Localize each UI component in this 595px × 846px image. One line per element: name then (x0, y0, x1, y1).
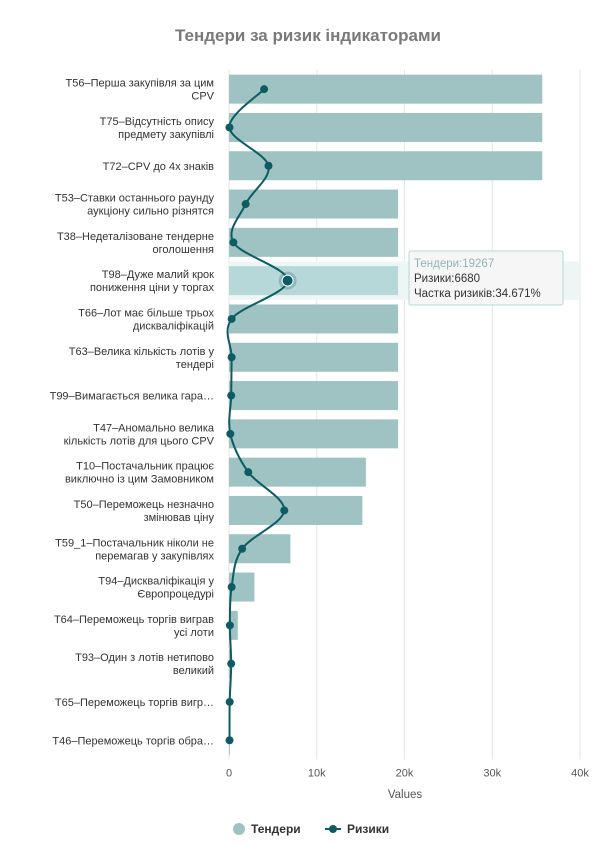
tooltip-risks: Ризики:6680 (414, 273, 480, 285)
bar-tenders[interactable] (229, 189, 399, 219)
legend-label-tenders: Тендери (251, 822, 301, 836)
risk-point (281, 274, 294, 287)
legend-marker-tenders (233, 823, 245, 835)
risk-point (227, 353, 236, 362)
risk-point (238, 544, 247, 553)
category-label: дискваліфікацій (133, 320, 214, 332)
bar-tenders[interactable] (229, 342, 399, 372)
category-label: T65–Переможець торгів вигр… (55, 697, 214, 709)
category-label: T72–CPV до 4х знаків (103, 161, 215, 173)
x-axis-title: Values (388, 789, 423, 801)
bar-tenders[interactable] (229, 266, 399, 296)
bar-series-tenders[interactable] (229, 74, 543, 755)
category-label: великий (173, 665, 214, 677)
category-label: аукціону сильно різнятся (87, 206, 214, 218)
risk-point (225, 736, 234, 745)
risk-point (241, 200, 250, 209)
x-tick-label: 0 (226, 767, 232, 779)
category-label: кількість лотів для цього CPV (64, 435, 215, 447)
risk-point (227, 391, 236, 400)
x-axis-ticks: 0 10k 20k 30k 40k (226, 767, 589, 779)
category-label: T56–Перша закупівля за цим (66, 78, 214, 90)
category-label: перемагав у закупівлях (95, 550, 214, 562)
category-label: T75–Відсутність опису (100, 116, 215, 128)
bar-tenders[interactable] (229, 227, 399, 257)
legend-marker-risks (329, 825, 337, 833)
line-series-risks[interactable] (225, 85, 297, 745)
category-label: T64–Переможець торгів виграв (54, 614, 214, 626)
chart-title: Тендери за ризик індикаторами (175, 26, 441, 45)
category-label: T47–Аномально велика (93, 422, 215, 434)
legend-item-tenders[interactable]: Тендери (233, 822, 301, 836)
risk-point (225, 123, 234, 132)
tooltip-box (408, 250, 564, 306)
category-label: T66–Лот має більше трьох (78, 307, 214, 319)
category-label: усі лоти (174, 627, 214, 639)
x-tick-label: 40k (571, 767, 589, 779)
category-label: виключно із цим Замовником (65, 474, 214, 486)
category-label: T94–Дискваліфікація у (98, 576, 214, 588)
bar-tenders[interactable] (229, 495, 363, 525)
category-label: T63–Велика кількість лотів у (69, 346, 215, 358)
category-label: тендері (176, 359, 214, 371)
risk-point (227, 659, 236, 668)
x-tick-label: 10k (308, 767, 326, 779)
category-label: оголошення (153, 244, 215, 256)
category-label: T38–Недеталізоване тендерне (57, 231, 214, 243)
risk-point (229, 238, 238, 247)
tooltip-tenders: Тендери:19267 (414, 258, 494, 270)
risk-line-path (226, 88, 289, 741)
category-label: T93–Один з лотів нетипово (75, 652, 214, 664)
legend-item-risks[interactable]: Ризики (325, 822, 389, 836)
category-label: Європроцедурі (137, 589, 214, 601)
risk-point (225, 697, 234, 706)
risk-point (227, 314, 236, 323)
tooltip: Тендери:19267 Ризики:6680 Частка ризиків:3… (408, 250, 564, 306)
x-tick-label: 30k (483, 767, 501, 779)
bar-tenders[interactable] (229, 381, 399, 411)
category-label: T50–Переможець незначно (74, 499, 214, 511)
category-label: T10–Постачальник працює (76, 461, 214, 473)
category-label: T98–Дуже малий крок (102, 269, 214, 281)
grid-lines (228, 70, 581, 760)
bar-tenders[interactable] (229, 151, 543, 181)
risk-point (260, 85, 269, 94)
category-label: T59_1–Постачальник ніколи не (55, 537, 214, 549)
category-label: T99–Вимагається велика гара… (50, 391, 214, 403)
tooltip-share: Частка ризиків:34.671% (414, 288, 541, 300)
x-tick-label: 20k (396, 767, 414, 779)
category-label: CPV (191, 91, 214, 103)
bar-tenders[interactable] (229, 74, 543, 104)
category-label: T46–Переможець торгів обра… (52, 735, 214, 747)
legend[interactable]: Тендери Ризики (233, 822, 389, 836)
bar-tenders[interactable] (229, 304, 399, 334)
bar-tenders[interactable] (229, 419, 399, 449)
category-label: змінював ціну (144, 512, 215, 524)
risk-point (264, 161, 273, 170)
risk-point (280, 506, 289, 515)
risk-point (244, 468, 253, 477)
risk-point (227, 583, 236, 592)
bar-tenders[interactable] (229, 112, 543, 142)
category-label: пониження ціни у торгах (90, 282, 215, 294)
risk-point (226, 429, 235, 438)
risk-point (225, 621, 234, 630)
legend-label-risks: Ризики (347, 822, 389, 836)
category-label: T53–Ставки останнього раунду (55, 193, 215, 205)
category-label: предмету закупівлі (118, 129, 214, 141)
